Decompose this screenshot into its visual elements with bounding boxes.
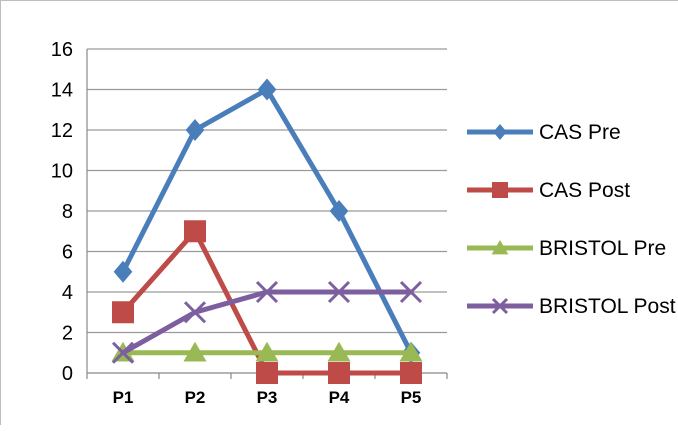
- y-tick-label: 14: [51, 80, 73, 102]
- x-tick-label: P2: [185, 388, 206, 407]
- data-point-bristol-pre: [327, 341, 351, 362]
- x-marker-stroke: [399, 280, 423, 304]
- legend-label: CAS Pre: [539, 121, 621, 144]
- data-point-bristol-pre: [399, 341, 423, 362]
- y-tick-label: 16: [51, 39, 73, 61]
- data-point-cas-post: [184, 220, 206, 243]
- data-point-cas-post: [328, 362, 350, 384]
- y-tick-label: 12: [51, 120, 73, 142]
- legend-label: BRISTOL Pre: [539, 237, 666, 260]
- x-marker-stroke: [255, 280, 279, 304]
- series-line-cas-pre: [120, 87, 414, 356]
- x-axis: P1 P2 P3 P4 P5: [86, 373, 448, 407]
- y-tick-label: 2: [62, 323, 73, 345]
- x-tick-label: P5: [401, 388, 422, 407]
- data-point-bristol-pre: [255, 341, 279, 362]
- y-tick-label: 6: [62, 242, 73, 264]
- legend-item-cas-post: CAS Post: [467, 179, 630, 202]
- legend-item-cas-pre: CAS Pre: [467, 121, 621, 144]
- data-point-bristol-pre: [183, 341, 207, 362]
- data-point-bristol-post: [183, 301, 207, 324]
- legend-label: CAS Post: [539, 179, 630, 202]
- x-marker-stroke: [111, 341, 135, 364]
- series-group: [111, 78, 423, 384]
- data-point-bristol-post: [327, 280, 351, 304]
- x-tick-label: P3: [257, 388, 278, 407]
- y-tick-label: 10: [51, 161, 73, 183]
- series-bristol-pre: [111, 341, 423, 362]
- data-point-bristol-post: [255, 280, 279, 304]
- legend-item-bristol-pre: BRISTOL Pre: [467, 237, 666, 260]
- data-point-cas-pre: [329, 200, 349, 222]
- y-tick-label: 4: [62, 282, 73, 304]
- data-point-cas-pre: [113, 260, 133, 283]
- data-point-bristol-post: [399, 280, 423, 304]
- data-point-cas-pre: [257, 78, 277, 101]
- x-tick-label: P1: [113, 388, 134, 407]
- legend-item-bristol-post: BRISTOL Post: [467, 295, 676, 318]
- x-tick-label: P4: [329, 388, 350, 407]
- x-marker-stroke: [183, 301, 207, 324]
- legend-marker: [492, 182, 508, 198]
- x-marker-stroke: [327, 280, 351, 304]
- x-marker-stroke: [491, 297, 509, 315]
- legend-label: BRISTOL Post: [539, 295, 676, 318]
- y-axis: 0 2 4 6 8 10 12 14 16: [51, 39, 88, 385]
- data-point-bristol-post: [111, 341, 135, 364]
- legend: CAS Pre CAS Post BRISTOL Pre BRISTOL Post: [467, 121, 676, 318]
- legend-marker: [491, 240, 509, 255]
- legend-marker: [491, 297, 509, 315]
- y-tick-label: 0: [62, 363, 73, 385]
- data-point-cas-post: [400, 362, 422, 384]
- gridlines: [87, 48, 447, 374]
- legend-marker: [493, 124, 507, 140]
- data-point-cas-post: [112, 301, 134, 324]
- y-tick-label: 8: [62, 201, 73, 223]
- series-bristol-post: [111, 280, 423, 364]
- series-cas-post: [112, 220, 422, 384]
- data-point-cas-pre: [185, 119, 205, 141]
- series-cas-pre: [113, 78, 421, 364]
- data-point-cas-post: [256, 362, 278, 384]
